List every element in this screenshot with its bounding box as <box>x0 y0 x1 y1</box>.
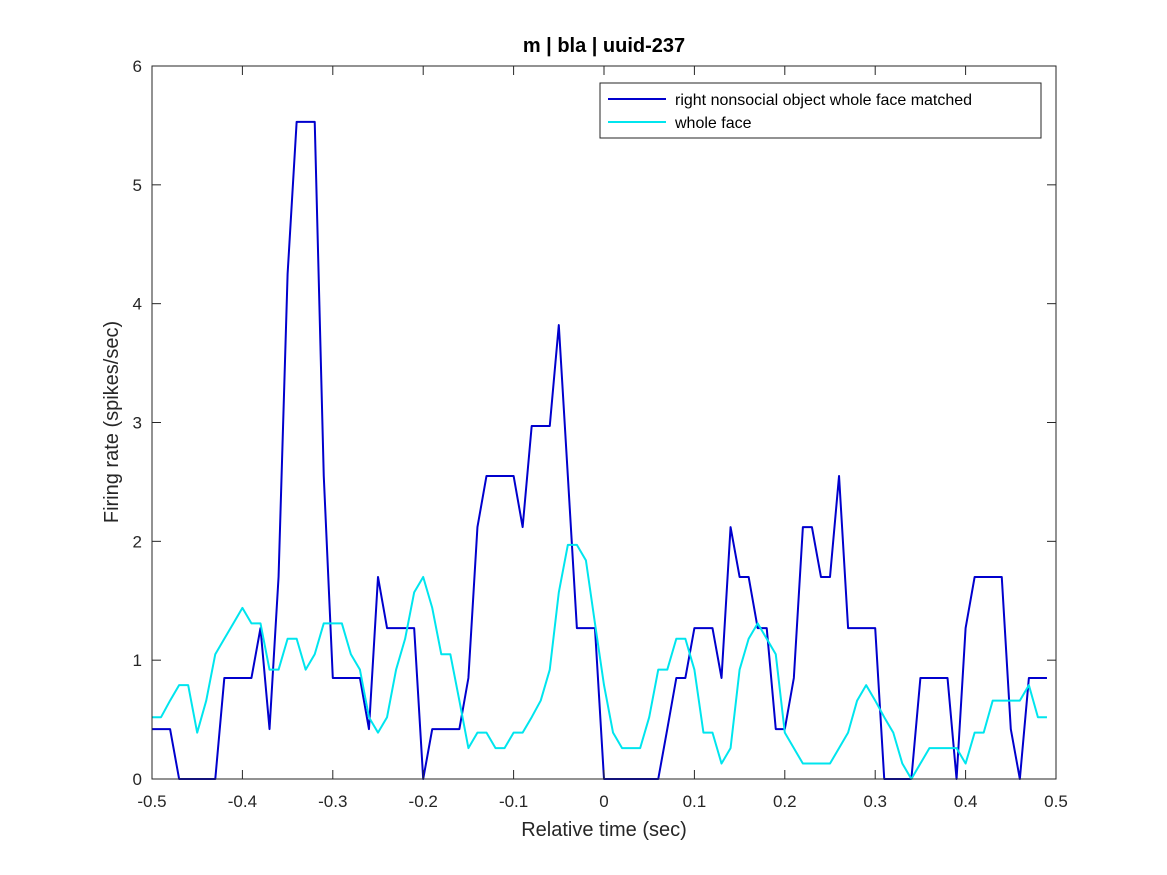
x-tick-label: 0.5 <box>1044 792 1068 811</box>
y-tick-label: 5 <box>133 176 142 195</box>
y-tick-label: 2 <box>133 532 142 551</box>
y-tick-label: 3 <box>133 414 142 433</box>
y-tick-label: 4 <box>133 295 142 314</box>
legend: right nonsocial object whole face matche… <box>599 82 1042 139</box>
legend-box <box>599 82 1042 139</box>
x-tick-label: -0.1 <box>499 792 528 811</box>
x-tick-label: 0.1 <box>683 792 707 811</box>
series-line-2 <box>152 543 1047 780</box>
x-tick-label: 0.3 <box>863 792 887 811</box>
x-tick-label: 0.4 <box>954 792 978 811</box>
y-axis-label: Firing rate (spikes/sec) <box>101 321 123 523</box>
plot-area <box>152 66 1056 779</box>
x-tick-label: 0 <box>599 792 608 811</box>
x-tick-label: -0.2 <box>409 792 438 811</box>
x-axis-label: Relative time (sec) <box>521 819 687 841</box>
x-tick-label: -0.5 <box>137 792 166 811</box>
x-tick-label: -0.3 <box>318 792 347 811</box>
x-axis-ticks: -0.5 -0.4 -0.3 -0.2 -0.1 0 0.1 0.2 0.3 0.4 0.5 <box>137 66 1068 811</box>
y-tick-label: 0 <box>133 770 142 789</box>
chart-title: m | bla | uuid-237 <box>523 35 685 57</box>
y-axis-ticks: 0 1 2 3 4 5 6 <box>133 57 1056 789</box>
x-tick-label: -0.4 <box>228 792 257 811</box>
y-tick-label: 6 <box>133 57 142 76</box>
legend-entry-series-1: right nonsocial object whole face matche… <box>675 92 972 109</box>
y-tick-label: 1 <box>133 651 142 670</box>
x-tick-label: 0.2 <box>773 792 797 811</box>
legend-entry-series-2: whole face <box>674 115 752 132</box>
